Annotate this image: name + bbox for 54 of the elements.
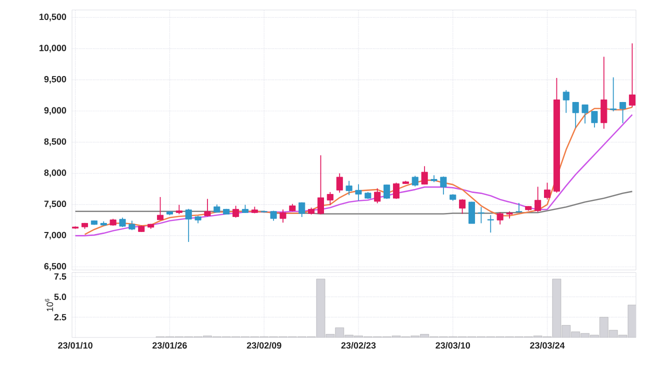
candlestick [478, 206, 484, 224]
candlestick [620, 102, 626, 124]
candlestick [421, 166, 428, 186]
candlestick [544, 182, 551, 200]
candlestick [468, 201, 476, 224]
y-tick-label: 2.5 [54, 314, 66, 320]
candlestick [591, 110, 598, 128]
candlestick [412, 175, 418, 187]
candlestick [232, 205, 240, 218]
y-tick-label: 7,500 [44, 200, 66, 208]
x-tick-label: 23/03/24 [530, 342, 565, 349]
y-axis-title: 10$^{6}$ [45, 298, 54, 312]
y-tick-label: 9,000 [44, 107, 66, 115]
x-tick-label: 23/02/09 [246, 342, 282, 349]
y-tick-label: 7,000 [44, 232, 66, 240]
candlestick [374, 188, 381, 204]
candlestick [562, 90, 570, 114]
candlestick [440, 176, 447, 195]
y-tick-label: 6,500 [44, 263, 66, 271]
candlestick [355, 184, 362, 202]
candlestick [459, 198, 466, 214]
candlestick [487, 214, 494, 234]
candlestick [384, 184, 390, 200]
candlestick [572, 102, 579, 128]
x-tick-label: 23/03/10 [436, 342, 470, 349]
candlestick [280, 209, 286, 224]
y-tick-label: 10,500 [40, 14, 66, 22]
candlestick [336, 172, 343, 194]
x-tick-label: 23/01/10 [58, 342, 92, 349]
candlestick [582, 104, 588, 124]
candlestick [156, 196, 164, 221]
x-tick-label: 23/01/26 [152, 342, 187, 349]
candlestick [392, 182, 400, 200]
candlestick [204, 198, 211, 217]
candlestick [128, 220, 136, 231]
x-tick-label: 23/02/23 [341, 342, 376, 349]
y-tick-label: 5.0 [54, 294, 66, 300]
candlestick [326, 192, 334, 206]
candlestick [600, 56, 608, 130]
candlestick [185, 208, 192, 242]
candlestick [317, 154, 324, 215]
y-tick-label: 8,000 [44, 170, 66, 178]
y-tick-label: 7.5 [54, 273, 66, 280]
candlestick [298, 202, 306, 218]
y-tick-label: 10,000 [40, 44, 66, 52]
y-tick-label: 8,500 [44, 138, 66, 146]
candlestick [534, 186, 542, 212]
candlestick [516, 202, 522, 213]
candlestick [346, 180, 352, 196]
candlestick [176, 204, 182, 215]
y-tick-label: 9,500 [44, 76, 66, 84]
candlestick [496, 212, 504, 225]
candlestick [610, 76, 617, 112]
candlestick [119, 217, 126, 228]
